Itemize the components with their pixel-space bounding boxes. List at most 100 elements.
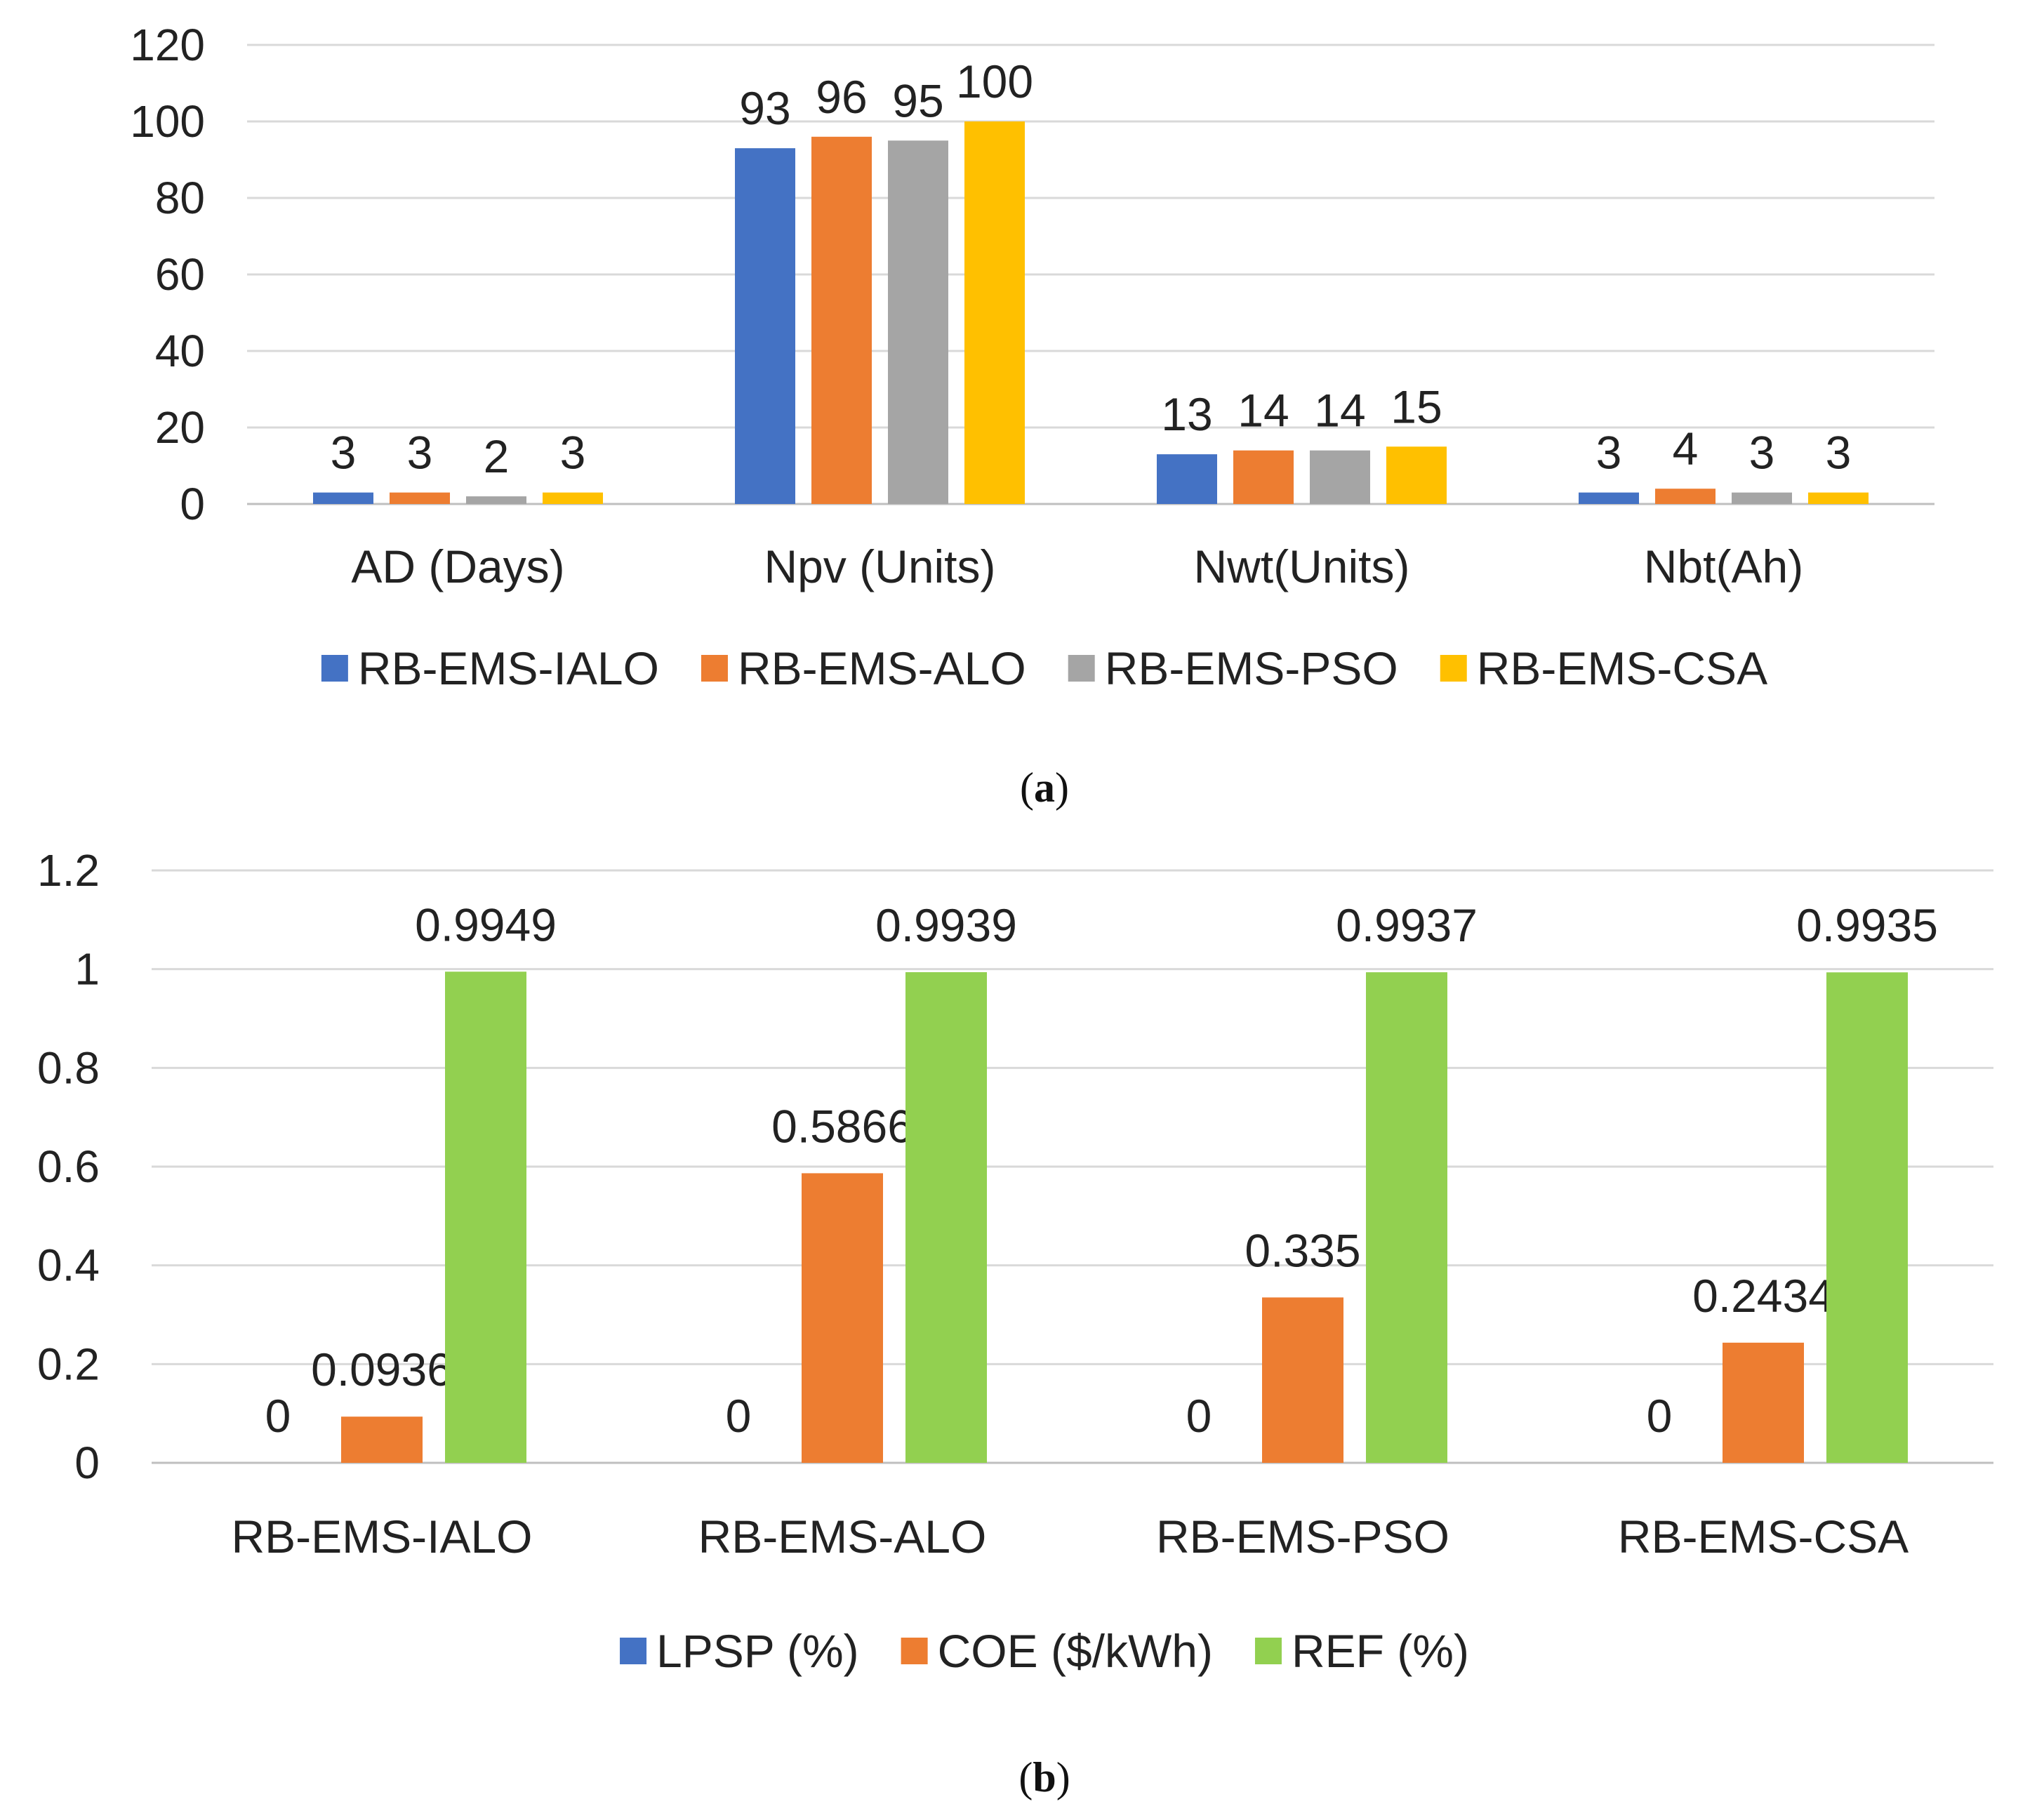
- legend-label: COE ($/kWh): [938, 1625, 1213, 1677]
- caption-letter: a: [1034, 764, 1055, 811]
- bar: [1723, 1342, 1804, 1463]
- bar: [735, 148, 795, 504]
- caption-letter: b: [1033, 1754, 1056, 1800]
- y-tick-label: 60: [155, 249, 205, 300]
- y-tick-label: 0.2: [37, 1339, 100, 1389]
- legend-item: RB-EMS-CSA: [1440, 642, 1767, 694]
- legend: RB-EMS-IALO RB-EMS-ALO RB-EMS-PSO RB-EMS-CS…: [321, 642, 1767, 694]
- bar: [543, 492, 603, 504]
- legend-swatch: [1254, 1638, 1282, 1664]
- bar: [811, 136, 872, 505]
- legend-swatch: [620, 1638, 647, 1664]
- legend-swatch: [701, 655, 728, 682]
- y-tick-label: 0.8: [37, 1042, 100, 1093]
- data-label: 95: [892, 74, 943, 126]
- legend-item: RB-EMS-PSO: [1068, 642, 1398, 694]
- bar: [1732, 492, 1792, 504]
- x-tick-label: RB-EMS-CSA: [1618, 1511, 1909, 1563]
- legend-swatch: [321, 655, 348, 682]
- data-label: 2: [484, 430, 510, 482]
- legend-label: RB-EMS-IALO: [358, 642, 659, 694]
- legend: LPSP (%) COE ($/kWh) REF (%): [620, 1625, 1469, 1677]
- legend-item: REF (%): [1254, 1625, 1469, 1677]
- y-tick-label: 1: [74, 944, 100, 995]
- legend-label: RB-EMS-ALO: [738, 642, 1026, 694]
- data-label: 4: [1673, 423, 1699, 475]
- bar: [888, 140, 948, 504]
- bar: [802, 1173, 883, 1463]
- y-tick-label: 1.2: [37, 845, 100, 896]
- data-label: 0: [1186, 1390, 1212, 1442]
- data-label: 0.5866: [771, 1100, 913, 1152]
- bar: [313, 492, 373, 504]
- figure-caption: (a): [1020, 764, 1069, 811]
- figure-caption: (b): [1018, 1754, 1070, 1800]
- y-tick-label: 0: [74, 1438, 100, 1488]
- data-label: 3: [1596, 427, 1622, 479]
- data-label: 13: [1161, 388, 1212, 440]
- data-label: 3: [331, 427, 357, 479]
- data-label: 96: [816, 71, 867, 123]
- data-label: 100: [956, 55, 1033, 107]
- data-label: 0: [265, 1390, 291, 1442]
- legend-swatch: [1068, 655, 1095, 682]
- y-tick-label: 0: [180, 479, 205, 529]
- data-label: 0.9935: [1796, 899, 1938, 951]
- data-label: 14: [1314, 385, 1365, 437]
- bar: [1808, 492, 1869, 504]
- y-tick-label: 120: [130, 20, 205, 70]
- data-label: 0.2434: [1692, 1270, 1834, 1322]
- data-label: 0: [1647, 1390, 1673, 1442]
- x-tick-label: Nbt(Ah): [1644, 540, 1803, 592]
- data-label: 3: [1749, 427, 1775, 479]
- data-label: 93: [739, 82, 790, 134]
- data-label: 14: [1237, 385, 1289, 437]
- bar: [1826, 972, 1908, 1463]
- bar: [341, 1417, 423, 1463]
- y-tick-label: 20: [155, 402, 205, 453]
- data-label: 0.0936: [311, 1344, 453, 1395]
- y-tick-label: 80: [155, 173, 205, 223]
- bar: [1233, 450, 1294, 504]
- legend-item: RB-EMS-IALO: [321, 642, 659, 694]
- x-tick-label: Nwt(Units): [1194, 540, 1410, 592]
- legend-swatch: [1440, 655, 1467, 682]
- x-tick-label: AD (Days): [351, 540, 564, 592]
- legend-label: RB-EMS-PSO: [1105, 642, 1398, 694]
- chart-b: 0 0.2 0.4 0.6 0.8 1 1.2 0 0.0936 0.9949 RB-EMS-IAL…: [37, 845, 1993, 1800]
- legend-item: RB-EMS-ALO: [701, 642, 1026, 694]
- legend-label: REF (%): [1292, 1625, 1469, 1677]
- y-tick-label: 100: [130, 96, 205, 147]
- bar: [1310, 450, 1370, 504]
- bar: [1366, 972, 1447, 1463]
- bar: [1655, 489, 1715, 504]
- x-tick-label: RB-EMS-PSO: [1156, 1511, 1449, 1563]
- y-tick-label: 40: [155, 326, 205, 376]
- legend-label: RB-EMS-CSA: [1477, 642, 1767, 694]
- data-label: 3: [1826, 427, 1852, 479]
- bar: [1157, 454, 1217, 504]
- bar: [390, 492, 450, 504]
- data-label: 0.9939: [875, 899, 1017, 951]
- y-tick-label: 0.6: [37, 1141, 100, 1192]
- x-tick-label: RB-EMS-IALO: [231, 1511, 532, 1563]
- legend-label: LPSP (%): [656, 1625, 859, 1677]
- legend-swatch: [901, 1638, 928, 1664]
- data-label: 0.335: [1245, 1224, 1360, 1276]
- bar: [1579, 492, 1639, 504]
- data-label: 3: [560, 427, 586, 479]
- bar: [964, 121, 1025, 504]
- x-tick-label: RB-EMS-ALO: [698, 1511, 987, 1563]
- bar: [1386, 446, 1447, 504]
- data-label: 0.9937: [1336, 899, 1478, 951]
- legend-item: LPSP (%): [620, 1625, 859, 1677]
- data-label: 0.9949: [415, 898, 557, 950]
- data-label: 15: [1391, 380, 1442, 432]
- bar: [445, 971, 526, 1463]
- data-label: 0: [726, 1390, 752, 1442]
- legend-item: COE ($/kWh): [901, 1625, 1213, 1677]
- y-tick-label: 0.4: [37, 1240, 100, 1291]
- x-tick-label: Npv (Units): [764, 540, 995, 592]
